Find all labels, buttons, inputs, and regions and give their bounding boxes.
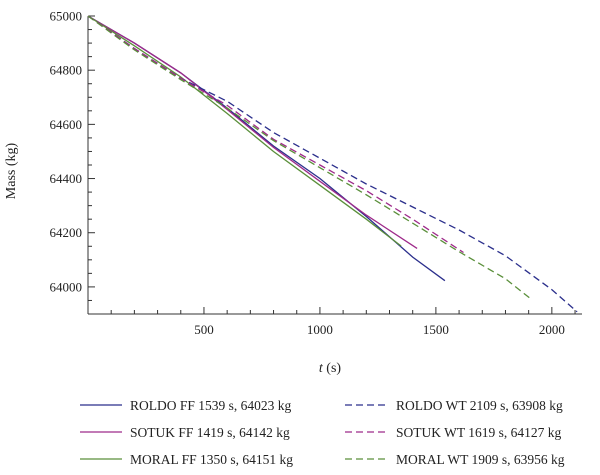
- series-line-moral-ff: [87, 15, 402, 247]
- legend-label: SOTUK FF 1419 s, 64142 kg: [130, 425, 290, 440]
- series-line-moral-wt: [87, 15, 532, 300]
- y-axis-title: Mass (kg): [4, 142, 19, 199]
- x-tick-label: 500: [194, 322, 214, 337]
- legend-item-moral-wt: MORAL WT 1909 s, 63956 kg: [345, 452, 565, 467]
- series-line-roldo-ff: [87, 15, 446, 282]
- axes: 64000 64200 64400 64600 64800 65000 500 1000 150…: [4, 9, 582, 376]
- y-tick-label: 64800: [50, 63, 83, 78]
- y-tick-label: 64000: [50, 279, 83, 294]
- x-tick-label: 1500: [423, 322, 449, 337]
- legend-label: SOTUK WT 1619 s, 64127 kg: [396, 425, 562, 440]
- x-axis-title-unit: (s): [323, 361, 342, 376]
- x-tick-label: 2000: [539, 322, 565, 337]
- legend-label: ROLDO FF 1539 s, 64023 kg: [130, 398, 292, 413]
- legend-item-roldo-wt: ROLDO WT 2109 s, 63908 kg: [345, 398, 563, 413]
- legend-item-moral-ff: MORAL FF 1350 s, 64151 kg: [80, 452, 293, 467]
- y-tick-label: 64600: [50, 117, 83, 132]
- series-layer: [87, 15, 578, 313]
- x-axis-title: t (s): [319, 361, 342, 376]
- x-tick-label: 1000: [307, 322, 333, 337]
- y-tick-label: 65000: [50, 9, 83, 24]
- series-line-sotuk-wt: [87, 15, 464, 254]
- legend-label: MORAL WT 1909 s, 63956 kg: [396, 452, 565, 467]
- legend-label: ROLDO WT 2109 s, 63908 kg: [396, 398, 563, 413]
- legend-item-sotuk-wt: SOTUK WT 1619 s, 64127 kg: [345, 425, 562, 440]
- y-tick-label: 64200: [50, 225, 83, 240]
- series-line-sotuk-ff: [87, 15, 418, 249]
- legend-item-roldo-ff: ROLDO FF 1539 s, 64023 kg: [80, 398, 292, 413]
- legend: ROLDO FF 1539 s, 64023 kg SOTUK FF 1419 s…: [80, 398, 565, 467]
- x-axis-title-var: t: [319, 361, 324, 376]
- legend-label: MORAL FF 1350 s, 64151 kg: [130, 452, 293, 467]
- y-tick-label: 64400: [50, 171, 83, 186]
- legend-item-sotuk-ff: SOTUK FF 1419 s, 64142 kg: [80, 425, 290, 440]
